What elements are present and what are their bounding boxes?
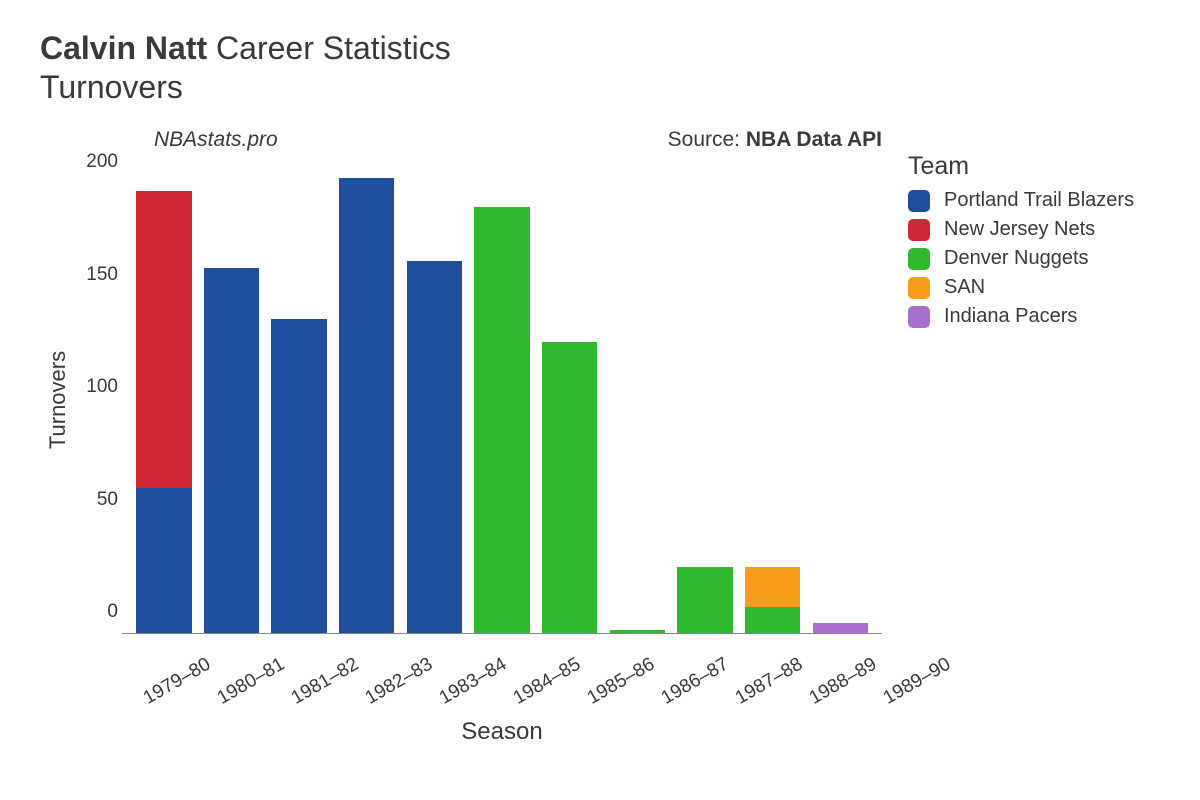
- legend-label: Portland Trail Blazers: [944, 189, 1134, 212]
- y-tick: 200: [86, 151, 118, 173]
- bars: [122, 162, 882, 634]
- source-credit: Source: NBA Data API: [668, 128, 882, 152]
- bar-slot: [333, 162, 401, 634]
- bar-slot: [536, 162, 604, 634]
- y-axis-label: Turnovers: [46, 152, 70, 648]
- legend: Team Portland Trail Blazers New Jersey Ne…: [908, 152, 1134, 334]
- x-tick: 1984–85: [500, 642, 574, 664]
- x-tick: 1979–80: [130, 642, 204, 664]
- y-tick: 0: [107, 601, 118, 623]
- source-name: NBA Data API: [746, 128, 882, 151]
- bar-slot: [806, 162, 874, 634]
- bar-slot: [130, 162, 198, 634]
- plot-area: 050100150200: [122, 162, 882, 634]
- bar-segment-denver: [474, 207, 529, 634]
- bar-slot: [468, 162, 536, 634]
- bar: [271, 319, 326, 634]
- x-tick: 1982–83: [352, 642, 426, 664]
- chart-title-line-1: Calvin Natt Career Statistics: [40, 30, 1160, 67]
- x-tick: 1986–87: [648, 642, 722, 664]
- x-tick: 1980–81: [204, 642, 278, 664]
- bar-segment-portland: [136, 488, 191, 634]
- legend-item-nets: New Jersey Nets: [908, 218, 1134, 241]
- chart-wrap: Turnovers 050100150200 1979–801980–81198…: [40, 152, 1160, 768]
- y-tick: 100: [86, 376, 118, 398]
- bar: [474, 207, 529, 634]
- bar-slot: [739, 162, 807, 634]
- x-tick: 1985–86: [574, 642, 648, 664]
- bar: [745, 567, 800, 634]
- bar-segment-denver: [745, 607, 800, 634]
- legend-items: Portland Trail Blazers New Jersey Nets Den…: [908, 189, 1134, 328]
- x-tick-row: 1979–801980–811981–821982–831983–841984–…: [122, 642, 882, 664]
- title-suffix: Career Statistics: [207, 30, 451, 66]
- bar-segment-portland: [271, 319, 326, 634]
- bar: [677, 567, 732, 634]
- chart-title-line-2: Turnovers: [40, 69, 1160, 106]
- legend-swatch: [908, 248, 930, 270]
- bar: [542, 342, 597, 634]
- bar: [136, 191, 191, 634]
- chart-container: Calvin Natt Career Statistics Turnovers …: [0, 0, 1200, 800]
- player-name: Calvin Natt: [40, 30, 207, 66]
- bar-segment-portland: [407, 261, 462, 634]
- bar-segment-denver: [677, 567, 732, 634]
- bar-segment-portland: [204, 268, 259, 634]
- legend-label: Indiana Pacers: [944, 305, 1077, 328]
- bar-segment-denver: [542, 342, 597, 634]
- bar-segment-nets: [136, 191, 191, 488]
- bar: [339, 178, 394, 634]
- x-tick: 1981–82: [278, 642, 352, 664]
- legend-item-san: SAN: [908, 276, 1134, 299]
- y-ticks: 050100150200: [68, 162, 118, 634]
- legend-swatch: [908, 219, 930, 241]
- annotation-row: NBAstats.pro Source: NBA Data API: [122, 128, 882, 152]
- legend-title: Team: [908, 152, 1134, 181]
- site-watermark: NBAstats.pro: [154, 128, 278, 152]
- source-label: Source:: [668, 128, 746, 151]
- bar-slot: [265, 162, 333, 634]
- legend-label: New Jersey Nets: [944, 218, 1095, 241]
- x-ticks: 1979–801980–811981–821982–831983–841984–…: [122, 642, 882, 722]
- legend-item-portland: Portland Trail Blazers: [908, 189, 1134, 212]
- legend-item-pacers: Indiana Pacers: [908, 305, 1134, 328]
- bar-slot: [603, 162, 671, 634]
- bar-segment-portland: [339, 178, 394, 634]
- y-tick: 50: [97, 489, 118, 511]
- legend-swatch: [908, 277, 930, 299]
- bar-slot: [198, 162, 266, 634]
- x-tick: 1987–88: [722, 642, 796, 664]
- legend-swatch: [908, 306, 930, 328]
- bar-slot: [401, 162, 469, 634]
- y-tick: 150: [86, 264, 118, 286]
- legend-label: SAN: [944, 276, 985, 299]
- bar: [204, 268, 259, 634]
- bar: [407, 261, 462, 634]
- legend-item-denver: Denver Nuggets: [908, 247, 1134, 270]
- legend-label: Denver Nuggets: [944, 247, 1089, 270]
- x-tick: 1983–84: [426, 642, 500, 664]
- x-axis-label: Season: [122, 718, 882, 746]
- bar-segment-san: [745, 567, 800, 607]
- x-tick: 1988–89: [796, 642, 870, 664]
- legend-swatch: [908, 190, 930, 212]
- x-axis-line: [122, 633, 882, 634]
- bar-slot: [671, 162, 739, 634]
- x-tick: 1989–90: [870, 642, 944, 664]
